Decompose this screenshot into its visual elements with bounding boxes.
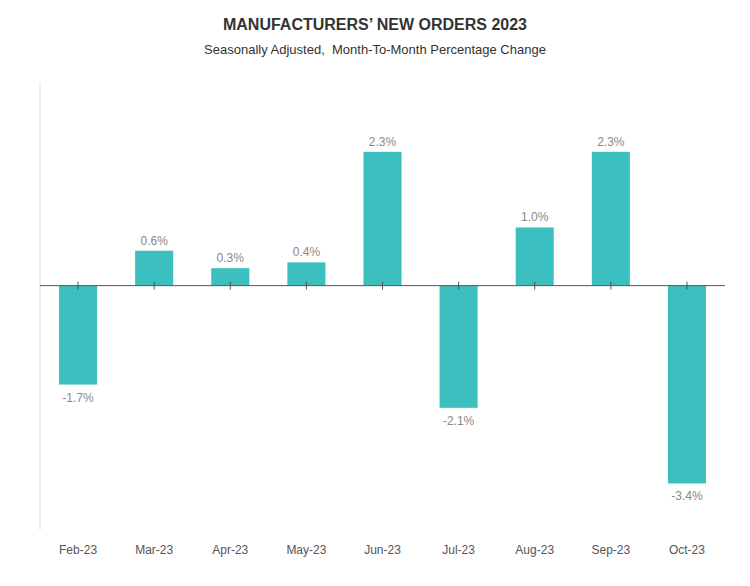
bar (59, 286, 97, 385)
x-tick-label: May-23 (286, 543, 326, 557)
x-tick-label: Jun-23 (364, 543, 401, 557)
y-axis-line (40, 82, 41, 530)
bar (516, 227, 554, 285)
x-tick (306, 282, 307, 290)
x-tick (458, 282, 459, 290)
x-tick-label: Sep-23 (591, 543, 630, 557)
x-tick-label: Jul-23 (442, 543, 475, 557)
bar (135, 251, 173, 286)
x-tick-label: Oct-23 (669, 543, 705, 557)
x-tick (78, 282, 79, 290)
bar (363, 152, 401, 286)
subtitle: Seasonally Adjusted, Month-To-Month Perc… (204, 42, 546, 57)
data-label: 1.0% (521, 210, 549, 224)
title: MANUFACTURERS’ NEW ORDERS 2023 (223, 16, 527, 33)
bars (59, 152, 706, 484)
bar (592, 152, 630, 286)
x-tick-label: Aug-23 (515, 543, 554, 557)
x-tick-label: Feb-23 (59, 543, 97, 557)
x-tick (154, 282, 155, 290)
x-tick (382, 282, 383, 290)
bar (668, 286, 706, 484)
data-label: 0.6% (140, 234, 168, 248)
x-tick-label: Mar-23 (135, 543, 173, 557)
x-tick (610, 282, 611, 290)
data-label: 0.3% (217, 251, 245, 265)
background (0, 0, 750, 586)
x-tick (230, 282, 231, 290)
data-label: 2.3% (369, 135, 397, 149)
x-tick-label: Apr-23 (212, 543, 248, 557)
data-label: -2.1% (443, 414, 475, 428)
data-label: 2.3% (597, 135, 625, 149)
chart: MANUFACTURERS’ NEW ORDERS 2023 Seasonally… (0, 0, 750, 586)
x-tick (534, 282, 535, 290)
bar (440, 286, 478, 408)
data-label: -1.7% (62, 391, 94, 405)
data-label: 0.4% (293, 245, 321, 259)
x-tick (686, 282, 687, 290)
data-label: -3.4% (671, 489, 703, 503)
